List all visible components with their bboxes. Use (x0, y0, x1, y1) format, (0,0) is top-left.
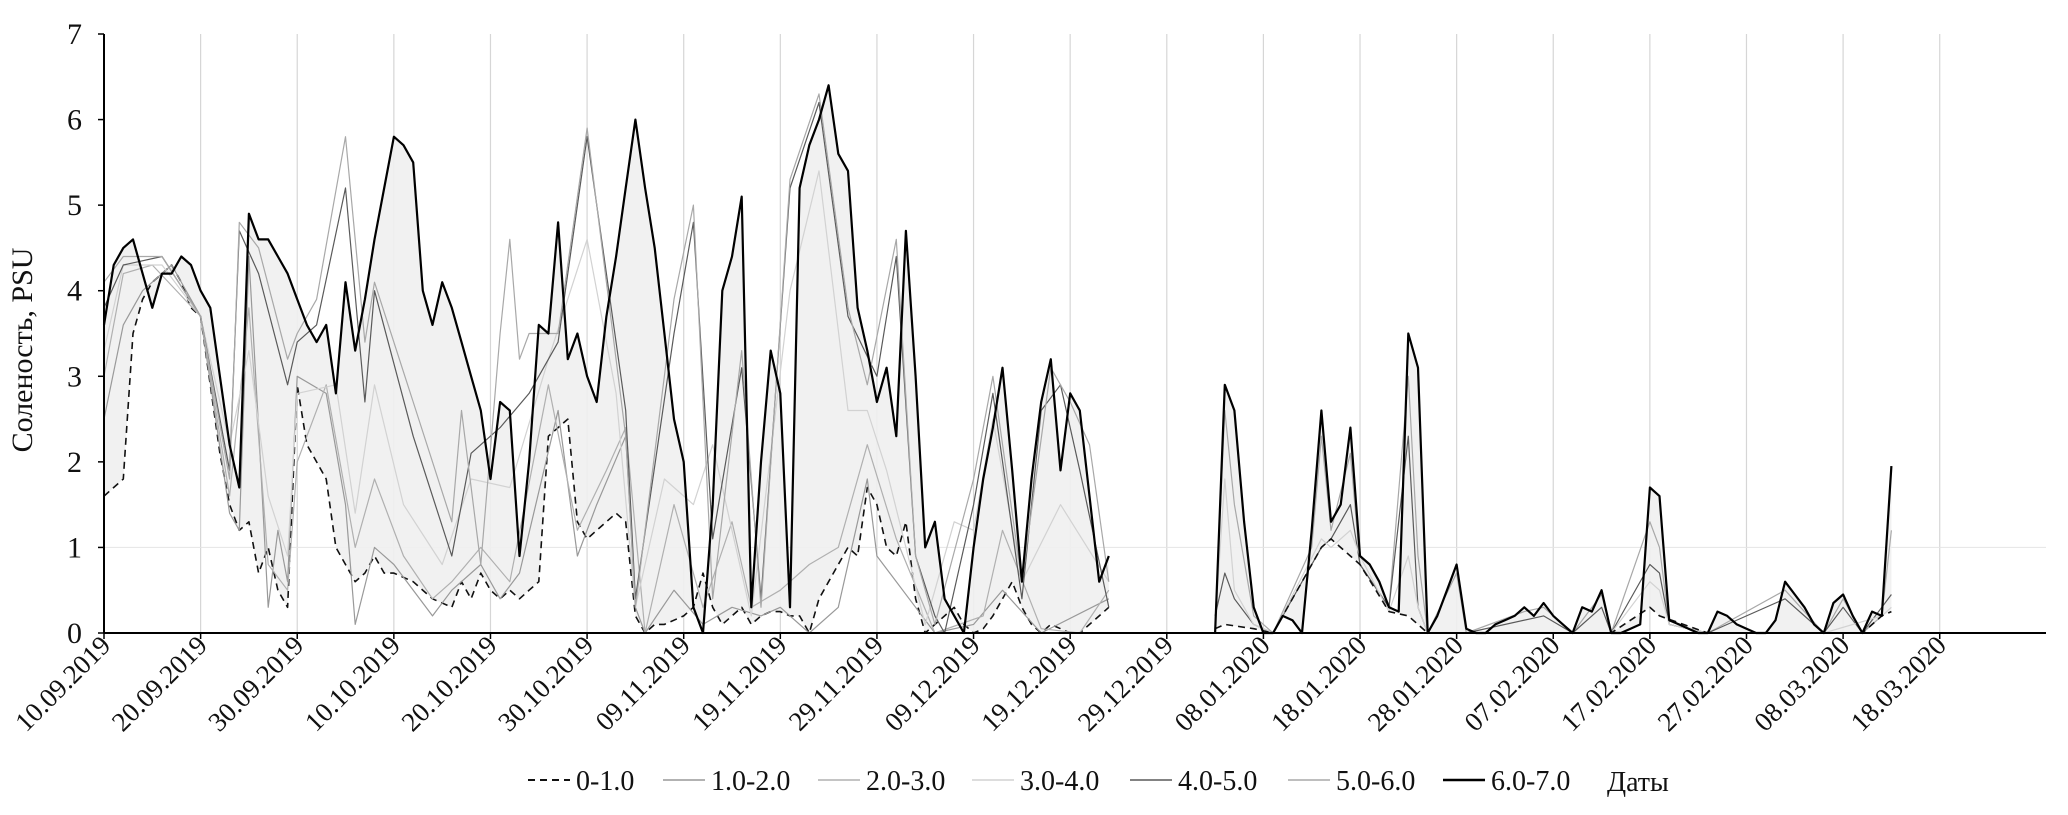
y-tick-label-1: 1 (67, 531, 82, 564)
x-axis-label: Даты (1607, 767, 1669, 798)
x-tick-label-3: 10.10.2019 (299, 630, 406, 737)
legend-label-4.0-5.0: 4.0-5.0 (1178, 766, 1257, 797)
series-6-0-7-0-line (102, 84, 1110, 635)
x-tick-label-14: 28.01.2020 (1362, 630, 1469, 737)
y-tick-label-6: 6 (67, 104, 82, 137)
x-tick-label-16: 17.02.2020 (1555, 630, 1662, 737)
x-tick-label-5: 30.10.2019 (492, 630, 599, 737)
x-tick-label-8: 29.11.2019 (783, 630, 889, 736)
x-tick-labels: 10.09.201920.09.201930.09.201910.10.2019… (9, 630, 1952, 737)
series-5-0-6-0-line (103, 93, 1110, 626)
x-tick-label-13: 18.01.2020 (1265, 630, 1372, 737)
x-tick-label-18: 08.03.2020 (1748, 630, 1855, 737)
series-2-0-3-0-line (103, 264, 1110, 634)
legend: 0-1.0 1.0-2.0 2.0-3.0 3.0-4.0 4.0-5.0 5.0-6.0… (528, 766, 1570, 797)
y-tick-label-3: 3 (67, 360, 82, 393)
series-4-0-5-0-line (103, 101, 1110, 634)
series-6-0-7-0-2020--line (1214, 332, 1893, 635)
y-tick-label-7: 7 (67, 18, 82, 51)
y-axis-label: Соленость, PSU (6, 247, 39, 452)
x-tick-label-17: 27.02.2020 (1652, 630, 1759, 737)
y-tick-label-2: 2 (67, 446, 82, 479)
legend-label-0-1.0: 0-1.0 (576, 766, 634, 797)
x-tick-label-19: 18.03.2020 (1845, 630, 1952, 737)
range-fill (104, 85, 1892, 634)
x-tick-label-2: 30.09.2019 (202, 630, 309, 737)
axes (98, 33, 2046, 639)
x-tick-label-10: 19.12.2019 (975, 630, 1082, 737)
x-tick-label-1: 20.09.2019 (106, 630, 213, 737)
envelope-6-0-7-0 (104, 85, 1109, 634)
legend-label-5.0-6.0: 5.0-6.0 (1336, 766, 1415, 797)
y-tick-label-0: 0 (67, 617, 82, 650)
x-tick-label-4: 20.10.2019 (396, 630, 503, 737)
x-tick-label-7: 19.11.2019 (686, 630, 792, 736)
legend-label-1.0-2.0: 1.0-2.0 (711, 766, 790, 797)
x-tick-label-9: 09.12.2019 (879, 630, 986, 737)
envelope-6-0-7-0-2020- (1215, 333, 1892, 633)
legend-label-6.0-7.0: 6.0-7.0 (1491, 766, 1570, 797)
x-tick-label-15: 07.02.2020 (1458, 630, 1565, 737)
y-tick-label-4: 4 (67, 275, 82, 308)
x-tick-label-12: 08.01.2020 (1169, 630, 1276, 737)
legend-label-3.0-4.0: 3.0-4.0 (1020, 766, 1099, 797)
y-tick-labels: 0 1 2 3 4 5 6 7 (67, 18, 82, 650)
legend-label-2.0-3.0: 2.0-3.0 (866, 766, 945, 797)
series-lines (102, 84, 1893, 635)
x-tick-label-11: 29.12.2019 (1072, 630, 1179, 737)
x-tick-label-0: 10.09.2019 (9, 630, 116, 737)
x-tick-label-6: 09.11.2019 (590, 630, 696, 736)
series-0-1-0-line (103, 264, 1110, 634)
series-1-0-2-0-line (103, 255, 1110, 634)
y-tick-label-5: 5 (67, 189, 82, 222)
